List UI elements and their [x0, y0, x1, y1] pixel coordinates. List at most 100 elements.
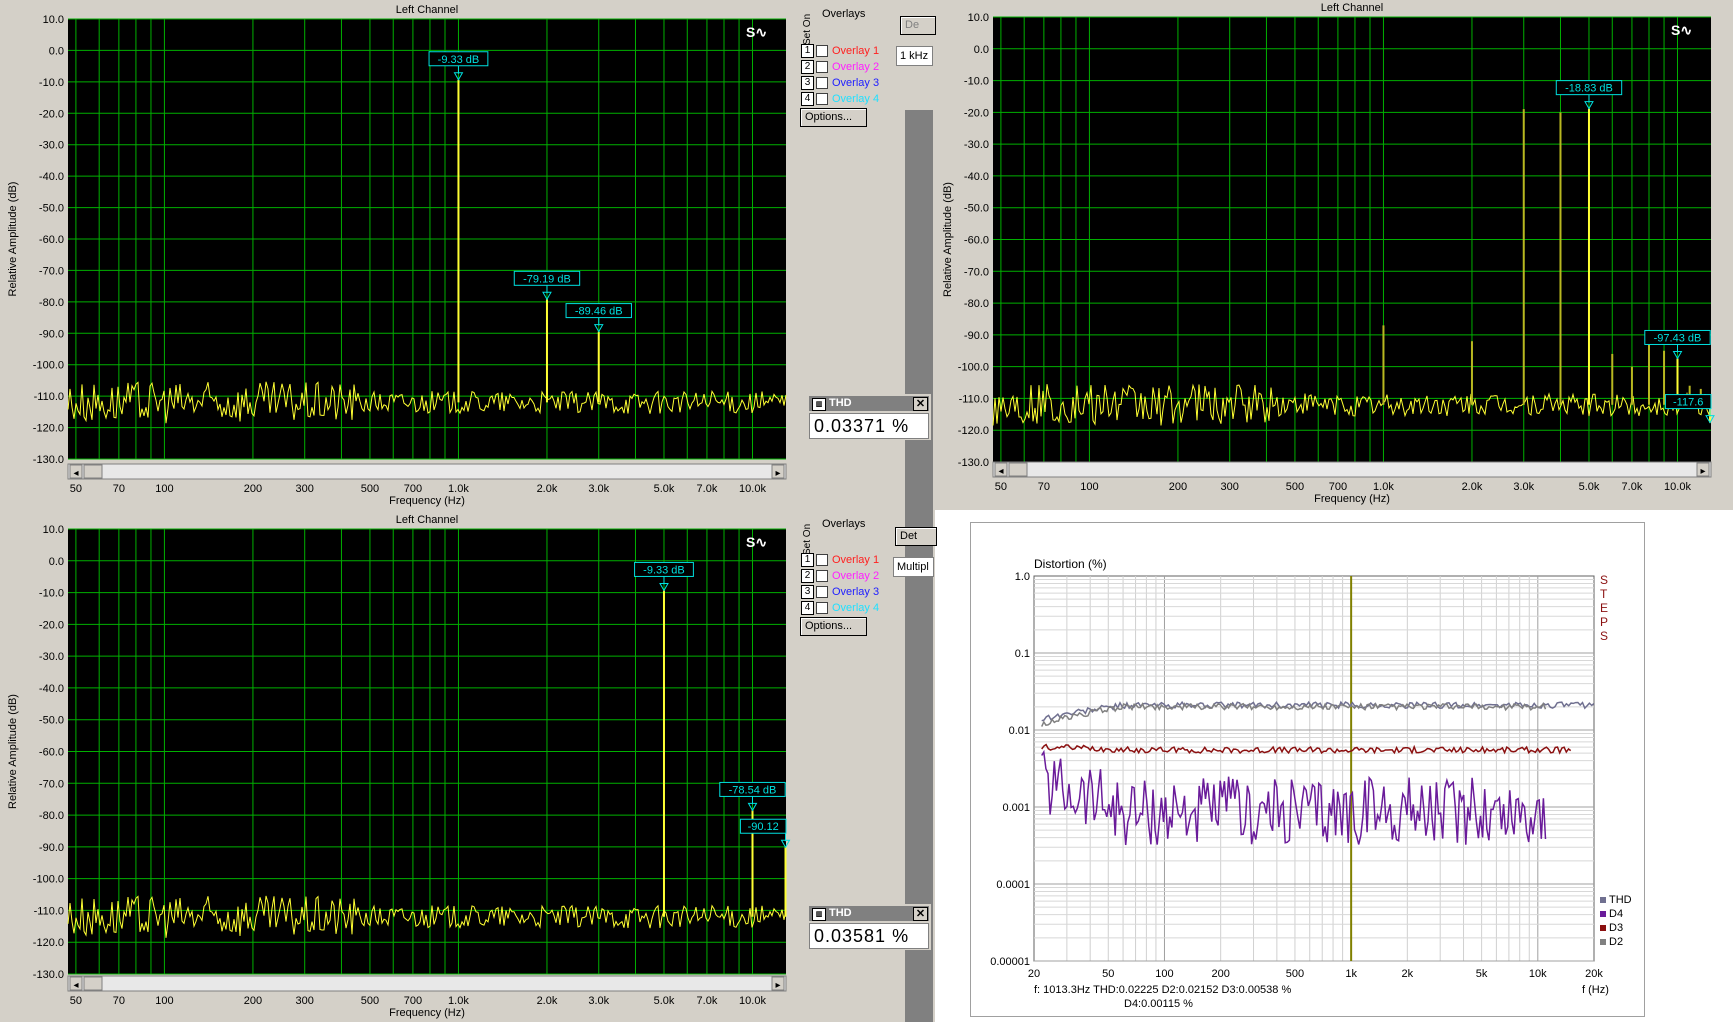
frequency-select-top[interactable]: 1 kHz	[896, 46, 933, 66]
x-tick-label: 100	[155, 483, 173, 495]
overlay-row-2[interactable]: 2 Overlay 2	[801, 59, 879, 74]
sine-logo-icon: S∿	[746, 534, 767, 550]
y-tick-label: -10.0	[39, 77, 64, 89]
overlay-checkbox-2[interactable]	[816, 569, 828, 582]
overlay-checkbox-4[interactable]	[816, 92, 828, 105]
x-tick-label: 100	[1080, 481, 1098, 493]
overlay-set-1[interactable]: 1	[801, 43, 814, 58]
overlay-checkbox-1[interactable]	[816, 553, 828, 566]
y-tick-label: -60.0	[964, 235, 989, 247]
thd-title: THD	[829, 907, 852, 919]
x-tick-label: 500	[1286, 481, 1304, 493]
x-tick-label: 1.0k	[448, 483, 469, 495]
y-tick-label: -60.0	[39, 747, 64, 759]
overlay-label-4: Overlay 4	[832, 92, 880, 105]
y-tick-label: -70.0	[39, 778, 64, 790]
overlay-row-3[interactable]: 3 Overlay 3	[801, 584, 879, 599]
distortion-chart: Distortion (%) 1.0 0.1 0.01 0.001 0.0001 0.000…	[990, 557, 1631, 1010]
x-tick-label: 700	[1329, 481, 1347, 493]
overlay-set-3[interactable]: 3	[801, 75, 814, 90]
y-tick-label: -120.0	[958, 425, 989, 437]
series-line-thd	[1041, 700, 1595, 722]
x-tick-label: 7.0k	[697, 483, 718, 495]
y-tick-label: -40.0	[39, 171, 64, 183]
h-scrollbar	[67, 975, 787, 992]
y-tick-label: -30.0	[964, 139, 989, 151]
x-tick-label: 10k	[1529, 968, 1547, 980]
peak-marker-label: -9.33 dB	[643, 564, 685, 576]
thd-header: ▥ THD ✕	[809, 396, 929, 411]
x-tick-label: 10.0k	[739, 995, 766, 1007]
y-tick-label: 0.01	[1009, 725, 1030, 737]
overlay-checkbox-3[interactable]	[816, 585, 828, 598]
footer-readout-2: D4:0.00115 %	[1124, 998, 1193, 1010]
overlay-checkbox-2[interactable]	[816, 60, 828, 73]
scroll-right-button	[771, 464, 785, 479]
detect-button-top[interactable]: De	[900, 16, 936, 35]
x-tick-label: 2.0k	[1462, 481, 1483, 493]
footer-readout-1: f: 1013.3Hz THD:0.02225 D2:0.02152 D3:0.…	[1034, 984, 1291, 996]
peak-marker-label: -78.54 dB	[729, 784, 777, 796]
y-tick-label: -10.0	[964, 76, 989, 88]
marker-arrow-icon	[659, 582, 669, 592]
detect-button-bottom[interactable]: Det	[895, 527, 937, 546]
thd-readout-bottom: ▥ THD ✕ 0.03581 %	[807, 904, 931, 950]
x-tick-label: 500	[361, 483, 379, 495]
x-tick-label: 200	[244, 483, 262, 495]
y-tick-label: -80.0	[39, 810, 64, 822]
overlay-set-4[interactable]: 4	[801, 91, 814, 106]
overlay-row-4[interactable]: 4 Overlay 4	[801, 91, 879, 106]
legend-label: D4	[1609, 908, 1623, 920]
peak-marker-label: -97.43 dB	[1654, 332, 1702, 344]
y-tick-label: -90.0	[964, 330, 989, 342]
overlay-row-2[interactable]: 2 Overlay 2	[801, 568, 879, 583]
overlay-row-3[interactable]: 3 Overlay 3	[801, 75, 879, 90]
overlay-set-3[interactable]: 3	[801, 584, 814, 599]
side-label-letter: S	[1600, 629, 1608, 643]
x-tick-label: 200	[244, 995, 262, 1007]
side-label-letter: S	[1600, 573, 1608, 587]
series-line-d4	[1041, 749, 1547, 846]
peak-marker-label: -89.46 dB	[575, 306, 623, 318]
overlay-checkbox-1[interactable]	[816, 44, 828, 57]
marker-arrow-icon	[593, 324, 604, 333]
close-icon[interactable]: ✕	[913, 907, 928, 921]
h-scrollbar	[992, 461, 1712, 478]
overlay-set-4[interactable]: 4	[801, 600, 814, 615]
x-tick-label: 50	[1102, 968, 1114, 980]
overlay-label-1: Overlay 1	[832, 553, 880, 566]
x-tick-label: 500	[361, 995, 379, 1007]
x-tick-label: 300	[1221, 481, 1239, 493]
y-tick-label: 10.0	[968, 12, 989, 24]
mode-select-bottom[interactable]: Multipl	[893, 557, 934, 577]
x-axis-label: Frequency (Hz)	[389, 1007, 465, 1019]
x-tick-label: 7.0k	[1622, 481, 1643, 493]
scroll-thumb	[83, 464, 103, 479]
scroll-right-button	[1696, 462, 1710, 477]
y-tick-label: 0.1	[1015, 648, 1030, 660]
options-button[interactable]: Options...	[800, 617, 867, 636]
legend-swatch	[1600, 897, 1606, 903]
overlay-set-2[interactable]: 2	[801, 59, 814, 74]
close-icon[interactable]: ✕	[913, 397, 928, 411]
marker-arrow-icon	[1584, 101, 1594, 110]
sine-logo-icon: S∿	[746, 24, 767, 40]
overlay-set-2[interactable]: 2	[801, 568, 814, 583]
y-tick-label: -70.0	[964, 266, 989, 278]
h-scrollbar	[67, 463, 787, 480]
overlay-checkbox-4[interactable]	[816, 601, 828, 614]
overlays-panel-bottom: Overlays Set On 1 Overlay 1 2 Overlay 2 …	[800, 515, 905, 636]
overlay-row-1[interactable]: 1 Overlay 1	[801, 552, 879, 567]
overlay-set-1[interactable]: 1	[801, 552, 814, 567]
overlay-checkbox-3[interactable]	[816, 76, 828, 89]
y-tick-label: -120.0	[33, 937, 64, 949]
x-tick-label: 5.0k	[1579, 481, 1600, 493]
x-tick-label: 100	[1155, 968, 1173, 980]
overlay-row-1[interactable]: 1 Overlay 1	[801, 43, 879, 58]
right-arrow-icon: ▸	[775, 980, 780, 991]
y-tick-label: 0.0001	[996, 879, 1030, 891]
y-tick-label: 1.0	[1015, 571, 1030, 583]
overlay-row-4[interactable]: 4 Overlay 4	[801, 600, 879, 615]
thd-value: 0.03581 %	[809, 923, 929, 949]
options-button[interactable]: Options...	[800, 108, 867, 127]
